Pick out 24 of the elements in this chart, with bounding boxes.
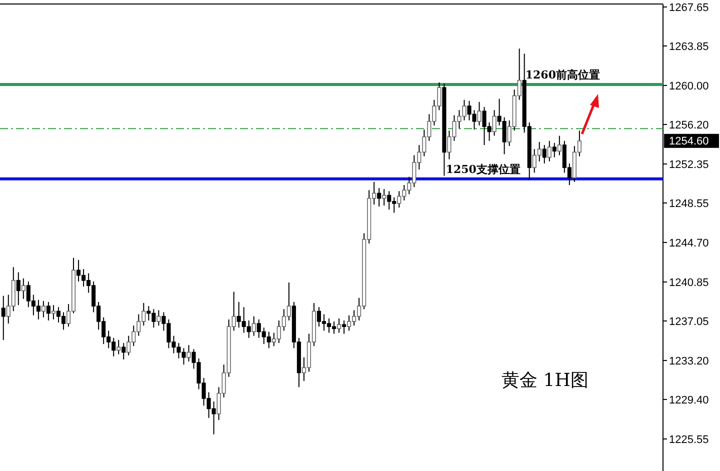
candlestick — [542, 144, 546, 164]
y-tick-label: 1237.05 — [669, 316, 709, 328]
y-tick-label: 1260.00 — [669, 80, 709, 92]
candlestick — [552, 142, 556, 158]
candlestick — [1, 295, 6, 340]
y-tick-label: 1248.55 — [669, 198, 709, 210]
y-tick-label: 1252.35 — [669, 158, 709, 171]
y-tick-label: 1244.70 — [669, 237, 709, 250]
ref-line-label: 1260前高位置 — [525, 68, 600, 82]
text: 1254.60 — [669, 136, 709, 148]
y-tick-label: 1225.55 — [669, 434, 709, 446]
y-tick-label: 1229.40 — [669, 394, 709, 406]
y-tick-label: 1256.20 — [669, 119, 709, 132]
y-tick-label: 1267.65 — [669, 2, 709, 14]
candlestick — [46, 301, 50, 321]
candlestick — [377, 188, 382, 208]
y-tick-label: 1240.85 — [669, 276, 709, 289]
y-tick-label: 1233.20 — [669, 355, 709, 368]
ref-line-label: 1250支撑位置 — [446, 162, 520, 176]
candlestick — [342, 320, 346, 334]
candlestick — [16, 272, 20, 306]
y-tick-label: 1263.85 — [669, 40, 709, 53]
candlestick — [122, 342, 126, 360]
text: 黄金 1H图 — [502, 370, 588, 391]
